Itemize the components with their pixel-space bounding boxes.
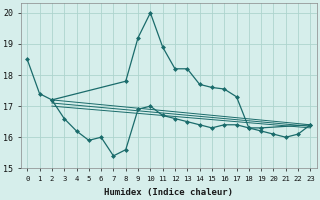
X-axis label: Humidex (Indice chaleur): Humidex (Indice chaleur) [104,188,233,197]
